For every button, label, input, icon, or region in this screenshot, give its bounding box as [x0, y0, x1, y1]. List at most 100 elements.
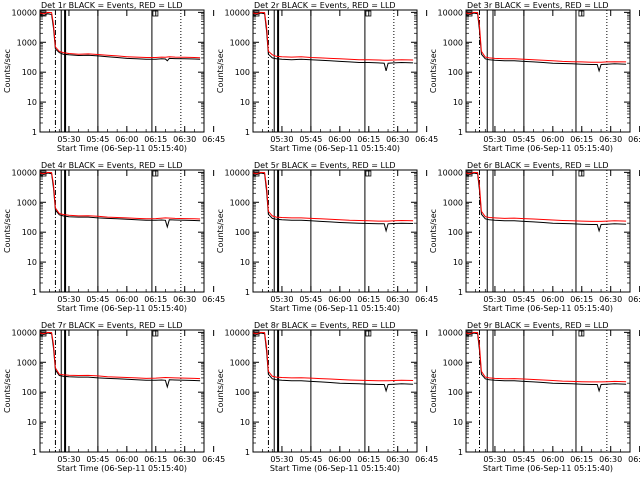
y-tick-label: 100 [448, 228, 463, 237]
y-tick-label: 1000 [17, 38, 37, 47]
chart-panel: 1 10 100 1000 10000 05:30 05:45 06:00 06:15 06:30… [216, 1, 438, 153]
y-tick-label: 10 [453, 98, 463, 107]
y-tick-label: 1 [458, 288, 463, 297]
x-tick-label: 06:30 [599, 455, 622, 464]
chart-title: Det 6r BLACK = Events, RED = LLD [467, 161, 609, 170]
y-tick-label: 100 [448, 388, 463, 397]
x-tick-label: 06:30 [386, 135, 409, 144]
x-tick-label: 06:45 [415, 135, 438, 144]
x-tick-label: 06:00 [328, 455, 351, 464]
y-tick-label: 10 [240, 418, 250, 427]
series-line-lld [465, 331, 627, 383]
x-tick-label: 06:15 [144, 295, 167, 304]
x-tick-label: 06:00 [115, 295, 138, 304]
x-tick-label: 06:30 [386, 295, 409, 304]
x-tick-label: 06:00 [328, 295, 351, 304]
y-axis-label: Counts/sec [216, 209, 225, 253]
series-line-events [252, 12, 414, 72]
x-tick-label: 05:30 [57, 135, 80, 144]
chart-title: Det 2r BLACK = Events, RED = LLD [254, 1, 396, 10]
x-tick-label: 06:15 [357, 135, 380, 144]
x-tick-label: 05:45 [86, 455, 109, 464]
y-tick-label: 100 [22, 228, 37, 237]
y-tick-label: 10 [453, 418, 463, 427]
y-axis-label: Counts/sec [3, 369, 12, 413]
y-tick-label: 10 [27, 258, 37, 267]
y-tick-label: 1 [32, 128, 37, 137]
series-line-lld [39, 171, 201, 220]
x-tick-label: 06:00 [541, 295, 564, 304]
chart-panel: 1 10 100 1000 10000 05:30 05:45 06:00 06:15 06:30… [429, 161, 640, 313]
x-tick-label: 05:30 [57, 455, 80, 464]
series-line-lld [465, 171, 627, 222]
chart-title: Det 1r BLACK = Events, RED = LLD [41, 1, 183, 10]
y-tick-label: 10 [453, 258, 463, 267]
chart-title: Det 5r BLACK = Events, RED = LLD [254, 161, 396, 170]
y-tick-label: 10000 [225, 168, 250, 177]
x-tick-label: 06:45 [415, 455, 438, 464]
x-tick-label: 06:45 [202, 135, 225, 144]
series-line-lld [465, 11, 627, 63]
x-axis-label: Start Time (06-Sep-11 05:15:40) [270, 304, 400, 313]
x-tick-label: 06:15 [570, 295, 593, 304]
x-tick-label: 06:00 [541, 455, 564, 464]
x-tick-label: 06:45 [202, 295, 225, 304]
x-tick-label: 06:15 [570, 455, 593, 464]
plot-frame [252, 329, 418, 453]
series-line-events [39, 332, 201, 389]
chart-panel: 1 10 100 1000 10000 05:30 05:45 06:00 06:15 06:30… [216, 161, 438, 313]
y-tick-label: 1 [245, 128, 250, 137]
chart-panel: 1 10 100 1000 10000 05:30 05:45 06:00 06:15 06:30… [3, 321, 225, 473]
x-axis-label: Start Time (06-Sep-11 05:15:40) [270, 464, 400, 473]
top-marker [365, 10, 372, 17]
chart-panel: 1 10 100 1000 10000 05:30 05:45 06:00 06:15 06:30… [3, 161, 225, 313]
chart-title: Det 3r BLACK = Events, RED = LLD [467, 1, 609, 10]
y-tick-label: 10 [27, 418, 37, 427]
y-tick-label: 10000 [12, 8, 37, 17]
x-tick-label: 06:30 [173, 135, 196, 144]
y-axis-label: Counts/sec [3, 209, 12, 253]
x-tick-label: 06:15 [357, 455, 380, 464]
y-tick-label: 10 [27, 98, 37, 107]
chart-title: Det 7r BLACK = Events, RED = LLD [41, 321, 183, 330]
x-tick-label: 06:15 [144, 455, 167, 464]
x-tick-label: 05:45 [512, 135, 535, 144]
y-tick-label: 10 [240, 98, 250, 107]
y-tick-label: 1 [458, 128, 463, 137]
x-tick-label: 06:30 [599, 295, 622, 304]
chart-title: Det 4r BLACK = Events, RED = LLD [41, 161, 183, 170]
y-tick-label: 100 [235, 388, 250, 397]
series-line-events [252, 172, 414, 233]
y-tick-label: 10000 [12, 168, 37, 177]
plot-frame [252, 169, 418, 293]
series-line-lld [252, 331, 414, 382]
plot-frame [39, 169, 205, 293]
top-marker [578, 10, 585, 17]
y-tick-label: 10000 [438, 328, 463, 337]
top-marker [365, 330, 372, 337]
y-tick-label: 10000 [438, 168, 463, 177]
y-tick-label: 100 [22, 388, 37, 397]
x-axis-label: Start Time (06-Sep-11 05:15:40) [57, 304, 187, 313]
x-tick-label: 06:00 [115, 135, 138, 144]
x-tick-label: 05:45 [512, 295, 535, 304]
chart-panel: 1 10 100 1000 10000 05:30 05:45 06:00 06:15 06:30… [216, 321, 438, 473]
top-marker [152, 10, 159, 17]
y-axis-label: Counts/sec [429, 49, 438, 93]
x-tick-label: 05:30 [483, 135, 506, 144]
top-marker [152, 330, 159, 337]
series-line-lld [252, 11, 414, 61]
y-tick-label: 1000 [443, 38, 463, 47]
series-line-events [465, 172, 627, 233]
y-tick-label: 1000 [443, 358, 463, 367]
x-axis-label: Start Time (06-Sep-11 05:15:40) [57, 144, 187, 153]
x-tick-label: 05:30 [270, 135, 293, 144]
x-tick-label: 05:45 [299, 455, 322, 464]
plot-frame [39, 9, 205, 133]
y-tick-label: 1000 [230, 198, 250, 207]
series-line-lld [252, 171, 414, 222]
y-tick-label: 1000 [230, 358, 250, 367]
top-marker [578, 170, 585, 177]
y-tick-label: 1000 [230, 38, 250, 47]
